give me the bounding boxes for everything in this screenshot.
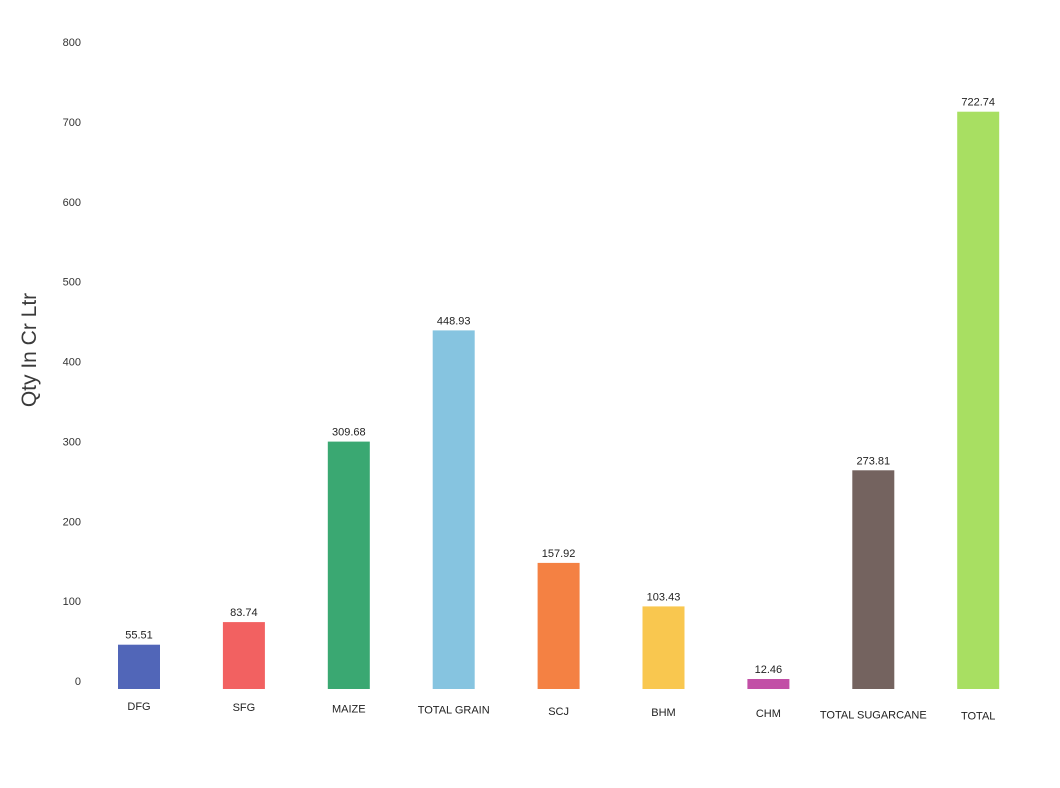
y-tick-label: 600 bbox=[63, 197, 81, 209]
bar-value-label: 12.46 bbox=[755, 664, 783, 676]
bar bbox=[537, 562, 580, 689]
y-tick-label: 400 bbox=[63, 357, 81, 369]
bar-value-label: 103.43 bbox=[647, 591, 681, 603]
bar bbox=[957, 111, 1000, 689]
x-category-label: DFG bbox=[127, 701, 150, 713]
x-category-label: SCJ bbox=[548, 706, 569, 718]
y-tick-label: 800 bbox=[63, 37, 81, 49]
y-tick-label: 100 bbox=[63, 596, 81, 608]
x-category-label: MAIZE bbox=[332, 703, 366, 715]
bar bbox=[747, 679, 790, 689]
bar-value-label: 273.81 bbox=[856, 455, 890, 467]
y-tick-label: 0 bbox=[75, 676, 81, 688]
y-tick-label: 500 bbox=[63, 277, 81, 289]
bar bbox=[222, 622, 265, 689]
bar-value-label: 448.93 bbox=[437, 315, 471, 327]
y-tick-label: 300 bbox=[63, 436, 81, 448]
bar-value-label: 157.92 bbox=[542, 548, 576, 560]
x-category-label: BHM bbox=[651, 707, 675, 719]
bar bbox=[118, 644, 160, 689]
bar bbox=[642, 606, 685, 689]
x-category-label: SFG bbox=[233, 702, 256, 714]
x-category-label: TOTAL SUGARCANE bbox=[820, 709, 927, 721]
bar-value-label: 722.74 bbox=[961, 97, 995, 109]
bars-group bbox=[118, 111, 1000, 689]
category-labels-group: DFG SFG MAIZE TOTAL GRAIN SCJ BHM CHM TOTAL SUG… bbox=[127, 701, 995, 723]
bar bbox=[432, 330, 475, 689]
bar bbox=[327, 441, 370, 689]
bar-value-label: 55.51 bbox=[125, 630, 153, 642]
y-axis-ticks: 0 100 200 300 400 500 600 700 800 bbox=[63, 37, 81, 688]
y-axis-title: Qty In Cr Ltr bbox=[18, 293, 41, 407]
bar bbox=[852, 470, 895, 689]
x-category-label: CHM bbox=[756, 708, 781, 720]
bar-value-label: 309.68 bbox=[332, 427, 366, 439]
y-tick-label: 700 bbox=[63, 117, 81, 129]
bar-value-label: 83.74 bbox=[230, 607, 258, 619]
value-labels-group: 55.51 83.74 309.68 448.93 157.92 103.43 12.46 2… bbox=[125, 97, 995, 676]
x-category-label: TOTAL bbox=[961, 711, 995, 723]
x-category-label: TOTAL GRAIN bbox=[418, 705, 490, 717]
y-tick-label: 200 bbox=[63, 516, 81, 528]
